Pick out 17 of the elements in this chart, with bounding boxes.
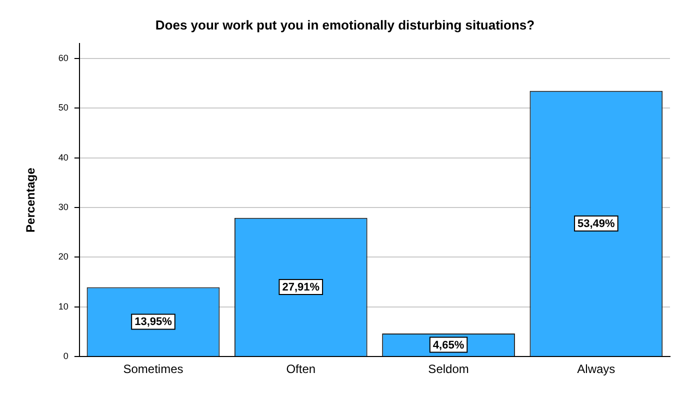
y-tick-label: 30 [58,202,68,212]
x-tick-label: Often [286,362,316,376]
data-label: 53,49% [578,218,616,230]
y-tick-label: 50 [58,102,68,113]
data-label: 4,65% [432,339,464,352]
y-tick-label: 60 [58,52,68,63]
y-tick-label: 40 [58,152,68,162]
x-tick-label: Sometimes [123,362,184,376]
y-tick-label: 0 [63,351,68,362]
data-label: 27,91% [282,282,320,294]
y-tick-label: 20 [58,252,68,262]
data-label: 13,95% [134,316,172,328]
y-tick-label: 10 [58,301,68,312]
x-tick-label: Always [577,362,616,376]
y-axis-title: Percentage [24,167,38,232]
chart-title: Does your work put you in emotionally disturbing situations? [155,17,535,32]
x-tick-label: Seldom [428,362,469,376]
